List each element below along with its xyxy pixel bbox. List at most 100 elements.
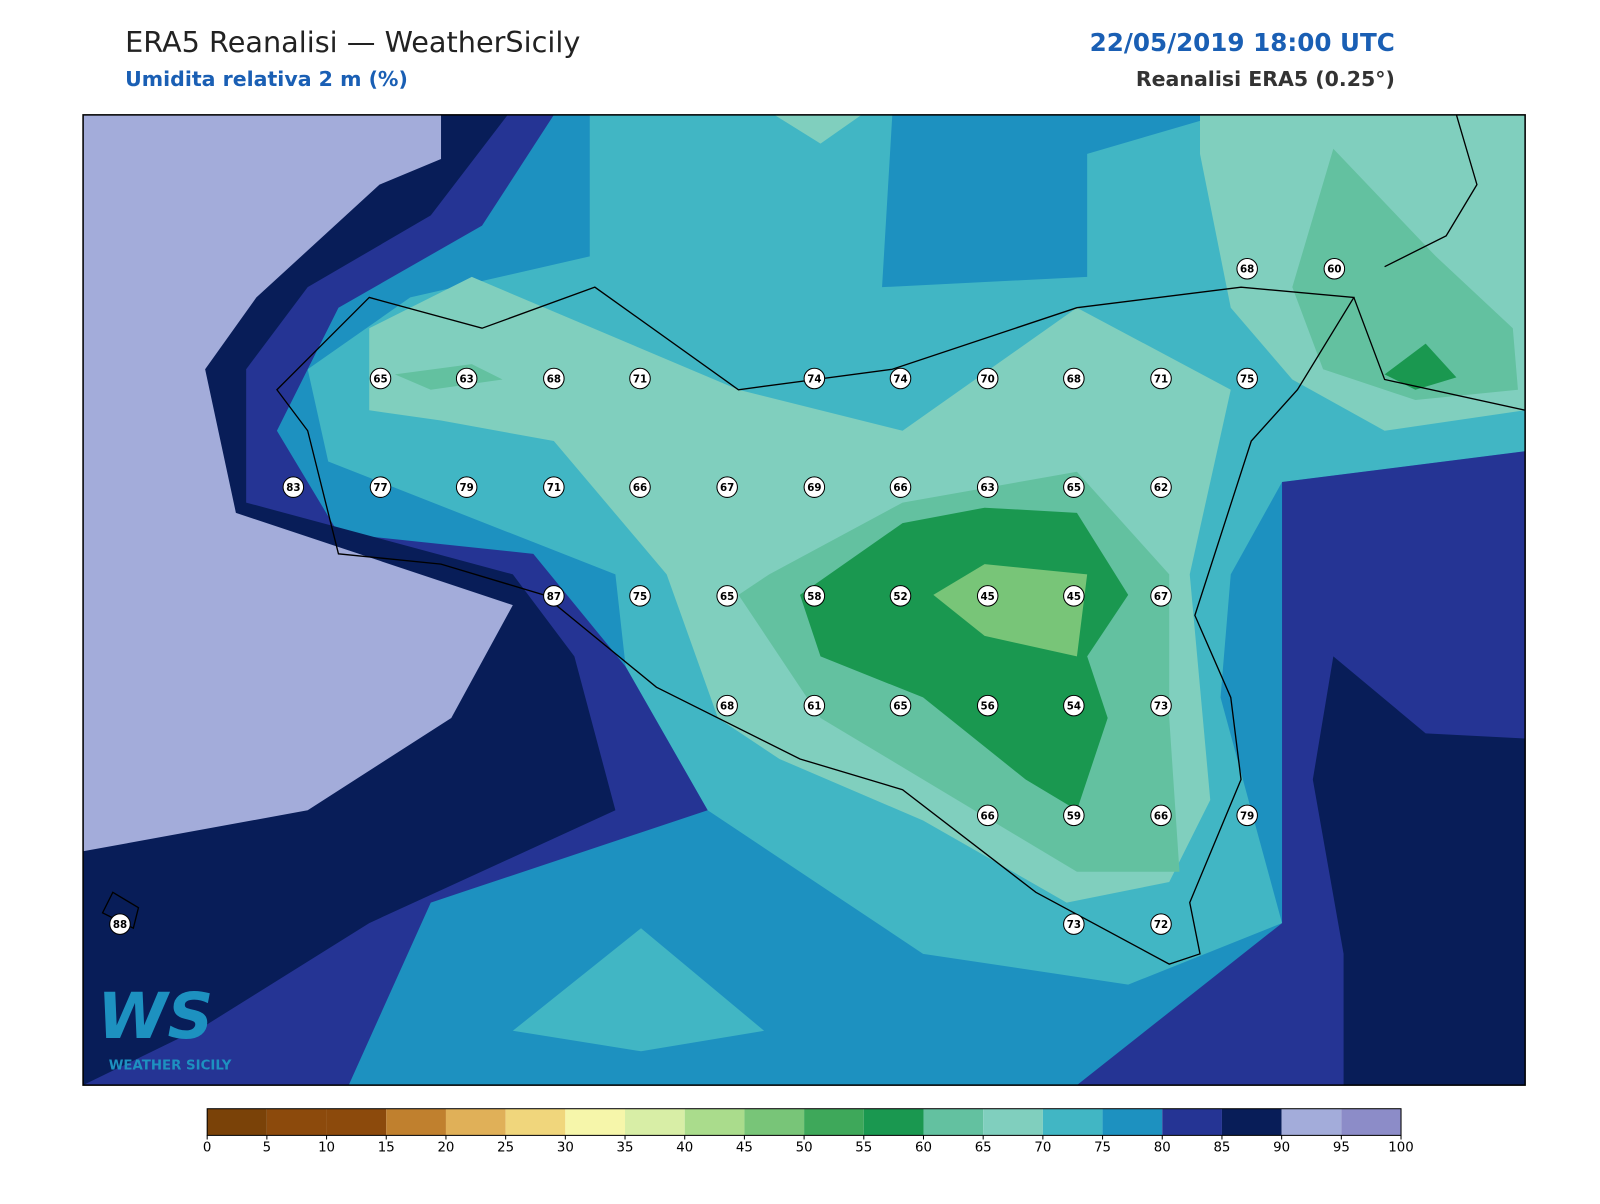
station-value: 66 bbox=[633, 482, 647, 494]
colorbar-swatch bbox=[326, 1108, 387, 1136]
station-value: 58 bbox=[807, 591, 821, 603]
station-marker bbox=[1150, 476, 1172, 498]
station-value: 60 bbox=[1327, 264, 1341, 276]
colorbar-swatch bbox=[445, 1108, 506, 1136]
station-value: 56 bbox=[981, 701, 995, 713]
colorbar-swatch bbox=[386, 1108, 446, 1136]
station-marker bbox=[1063, 694, 1085, 717]
colorbar-tick-label: 50 bbox=[796, 1141, 813, 1156]
station-marker bbox=[976, 694, 999, 717]
colorbar-swatch bbox=[565, 1108, 626, 1136]
colorbar-swatch bbox=[684, 1108, 745, 1136]
station-value: 74 bbox=[807, 373, 821, 385]
station-marker bbox=[889, 476, 912, 498]
humidity-region bbox=[933, 564, 1088, 657]
colorbar-tick-label: 15 bbox=[378, 1141, 395, 1156]
coastline bbox=[101, 114, 1526, 965]
humidity-region bbox=[774, 114, 862, 144]
colorbar-swatch bbox=[804, 1108, 864, 1136]
station-marker bbox=[629, 476, 651, 498]
datetime: 22/05/2019 18:00 UTC bbox=[1090, 28, 1395, 57]
station-marker bbox=[282, 476, 305, 498]
humidity-region bbox=[1312, 656, 1526, 1086]
subtitle: Umidita relativa 2 m (%) bbox=[125, 67, 408, 91]
station-marker bbox=[976, 367, 999, 390]
station-value: 74 bbox=[893, 373, 907, 385]
station-marker bbox=[109, 913, 131, 935]
colorbar-tick-label: 70 bbox=[1034, 1141, 1051, 1156]
station-value: 45 bbox=[981, 591, 995, 603]
map bbox=[83, 114, 1526, 1086]
station-marker bbox=[889, 694, 912, 717]
station-marker bbox=[543, 585, 565, 607]
colorbar-swatch bbox=[266, 1108, 327, 1136]
station-value: 71 bbox=[1154, 373, 1168, 385]
station-value: 71 bbox=[547, 482, 561, 494]
station-value: 71 bbox=[633, 373, 647, 385]
station-value: 75 bbox=[633, 591, 647, 603]
colorbar-swatch bbox=[1102, 1108, 1163, 1136]
colorbar-swatch bbox=[1221, 1108, 1282, 1136]
station-marker bbox=[1150, 694, 1172, 717]
station-marker bbox=[1063, 367, 1085, 390]
station-value: 87 bbox=[547, 591, 561, 603]
colorbar-swatch bbox=[1042, 1108, 1103, 1136]
station-value: 79 bbox=[460, 482, 474, 494]
station-value: 72 bbox=[1154, 919, 1168, 931]
station-value: 67 bbox=[1154, 591, 1168, 603]
humidity-region bbox=[1292, 148, 1518, 400]
source: Reanalisi ERA5 (0.25°) bbox=[1136, 67, 1395, 91]
station-marker bbox=[455, 367, 478, 390]
colorbar-tick-label: 65 bbox=[975, 1141, 992, 1156]
station-value: 54 bbox=[1067, 701, 1081, 713]
colorbar-tick-label: 25 bbox=[497, 1141, 514, 1156]
station-value: 68 bbox=[547, 373, 561, 385]
humidity-region bbox=[83, 114, 513, 852]
station-value: 70 bbox=[981, 373, 995, 385]
station-marker bbox=[1150, 804, 1172, 827]
colorbar-swatch bbox=[1162, 1108, 1222, 1136]
station-marker bbox=[629, 585, 651, 607]
colorbar-swatch bbox=[505, 1108, 566, 1136]
station-value: 66 bbox=[981, 810, 995, 822]
station-marker bbox=[889, 585, 912, 607]
station-marker bbox=[803, 367, 826, 390]
station-marker bbox=[803, 585, 826, 607]
station-marker bbox=[1063, 804, 1085, 827]
colorbar-tick-label: 10 bbox=[318, 1141, 335, 1156]
station-marker bbox=[1236, 257, 1258, 280]
station-marker bbox=[1063, 476, 1085, 498]
station-value: 88 bbox=[113, 919, 127, 931]
station-marker bbox=[1150, 585, 1172, 607]
station-value: 75 bbox=[1240, 373, 1254, 385]
station-marker bbox=[1150, 913, 1172, 935]
station-value: 65 bbox=[893, 701, 907, 713]
station-marker bbox=[976, 476, 999, 498]
station-marker bbox=[716, 585, 738, 607]
colorbar-tick-label: 95 bbox=[1333, 1141, 1350, 1156]
colorbar-swatch bbox=[625, 1108, 685, 1136]
station-marker bbox=[716, 476, 738, 498]
station-value: 73 bbox=[1154, 701, 1168, 713]
station-value: 68 bbox=[720, 701, 734, 713]
station-value: 65 bbox=[1067, 482, 1081, 494]
station-marker bbox=[803, 476, 826, 498]
station-marker bbox=[976, 804, 999, 827]
station-value: 66 bbox=[893, 482, 907, 494]
station-marker bbox=[1236, 367, 1258, 390]
station-marker bbox=[803, 694, 826, 717]
colorbar-swatch bbox=[923, 1108, 984, 1136]
station-value: 79 bbox=[1240, 810, 1254, 822]
station-value: 59 bbox=[1067, 810, 1081, 822]
station-value: 45 bbox=[1067, 591, 1081, 603]
colorbar-swatch bbox=[1341, 1108, 1402, 1136]
station-value: 62 bbox=[1154, 482, 1168, 494]
logo: WS bbox=[97, 979, 213, 1053]
station-value: 66 bbox=[1154, 810, 1168, 822]
colorbar-tick-label: 40 bbox=[676, 1141, 693, 1156]
colorbar-tick-label: 35 bbox=[617, 1141, 634, 1156]
colorbar-tick-label: 75 bbox=[1094, 1141, 1111, 1156]
station-marker bbox=[1063, 913, 1085, 935]
colorbar-tick-label: 45 bbox=[736, 1141, 753, 1156]
